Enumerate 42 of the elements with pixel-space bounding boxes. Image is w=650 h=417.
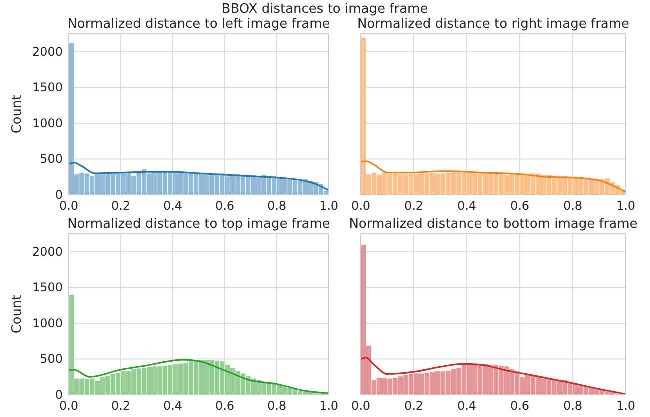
x-tick-label: 0.0 — [351, 399, 371, 413]
y-tick-label: 1000 — [32, 116, 63, 130]
x-tick-label: 0.2 — [111, 399, 131, 413]
chart-subtitle: Normalized distance to right image frame — [357, 17, 630, 32]
x-tick-label: 0.4 — [457, 199, 477, 213]
y-tick-label: 1500 — [32, 80, 63, 95]
chart-title: BBOX distances to image frame — [222, 2, 428, 17]
x-tick-label: 0.0 — [59, 199, 79, 213]
x-tick-label: 0.6 — [510, 199, 530, 213]
x-tick-label: 0.2 — [111, 199, 131, 213]
x-tick-label: 0.4 — [163, 199, 183, 213]
y-tick-label: 0 — [55, 388, 63, 402]
x-tick-label: 0.8 — [563, 199, 583, 213]
x-tick-label: 1.0 — [319, 399, 339, 413]
x-tick-label: 0.2 — [404, 199, 424, 213]
x-tick-label: 0.4 — [457, 399, 477, 413]
y-tick-label: 2000 — [32, 44, 63, 59]
x-tick-label: 0.8 — [267, 399, 287, 413]
y-tick-label: 0 — [55, 188, 63, 202]
x-tick-label: 0.8 — [563, 399, 583, 413]
line-series — [68, 359, 330, 394]
y-axis-title: Count — [10, 95, 25, 134]
y-tick-label: 500 — [40, 352, 63, 366]
x-tick-label: 0.6 — [215, 399, 235, 413]
x-tick-label: 0.0 — [59, 399, 79, 413]
y-tick-label: 1000 — [32, 316, 63, 330]
x-tick-label: 0.4 — [163, 399, 183, 413]
x-tick-label: 0.2 — [404, 399, 424, 413]
y-tick-label: 2000 — [32, 244, 63, 259]
chart-subtitle: Normalized distance to left image frame — [68, 17, 330, 32]
x-tick-label: 1.0 — [616, 199, 636, 213]
y-axis-title: Count — [10, 295, 25, 334]
x-tick-label: 0.8 — [267, 199, 287, 213]
y-tick-label: 1500 — [32, 280, 63, 295]
x-tick-label: 0.6 — [510, 399, 530, 413]
x-tick-label: 0.0 — [351, 199, 371, 213]
x-tick-label: 0.6 — [215, 199, 235, 213]
chart-subtitle: Normalized distance to bottom image frame — [349, 217, 638, 232]
x-tick-label: 1.0 — [319, 199, 339, 213]
chart-subtitle: Normalized distance to top image frame — [68, 217, 330, 232]
x-tick-label: 1.0 — [616, 399, 636, 413]
y-tick-label: 500 — [40, 152, 63, 166]
